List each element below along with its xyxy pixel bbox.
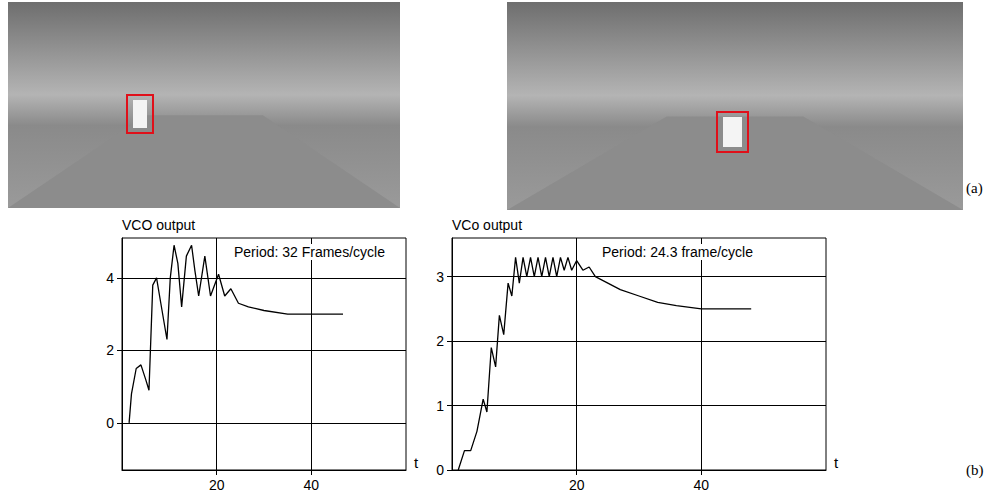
svg-text:0: 0 — [106, 415, 114, 431]
svg-text:VCO output: VCO output — [122, 217, 195, 233]
svg-text:1: 1 — [436, 398, 444, 414]
svg-text:40: 40 — [304, 477, 320, 493]
html-text:(b): (b) — [966, 462, 984, 478]
html-text:(a): (a) — [966, 180, 983, 196]
svg-text:Period: 24.3 frame/cycle: Period: 24.3 frame/cycle — [602, 244, 753, 260]
svg-text:t: t — [834, 454, 839, 471]
svg-text:20: 20 — [569, 477, 585, 493]
svg-text:4: 4 — [106, 270, 114, 286]
svg-text:0: 0 — [436, 462, 444, 478]
svg-text:20: 20 — [209, 477, 225, 493]
svg-text:40: 40 — [694, 477, 710, 493]
svg-text:Period: 32 Frames/cycle: Period: 32 Frames/cycle — [234, 244, 385, 260]
svg-text:3: 3 — [436, 269, 444, 285]
svg-text:2: 2 — [436, 333, 444, 349]
svg-text:t: t — [414, 454, 419, 471]
svg-text:VCo output: VCo output — [452, 217, 522, 233]
svg-text:2: 2 — [106, 342, 114, 358]
